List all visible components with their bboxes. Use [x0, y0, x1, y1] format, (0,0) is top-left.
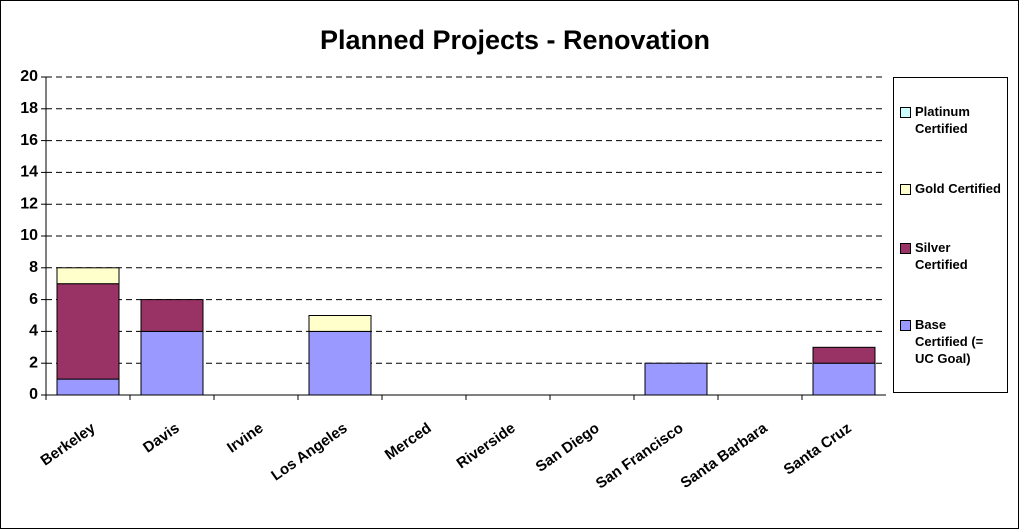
legend-label: Base Certified (= UC Goal): [915, 316, 984, 366]
legend-label: Platinum Certified: [915, 104, 970, 137]
bar-segment: [644, 362, 708, 396]
y-tick-label: 8: [29, 259, 38, 276]
y-tick-label: 10: [20, 227, 38, 244]
legend-entry: Gold Certified: [900, 180, 1001, 197]
legend-swatch: [900, 243, 911, 255]
y-tick-label: 16: [20, 132, 38, 149]
y-tick-label: 6: [29, 291, 38, 308]
y-tick-label: 12: [20, 195, 38, 212]
legend-entry: Platinum Certified: [900, 103, 1001, 137]
legend-swatch: [900, 183, 911, 195]
bar-segment: [308, 315, 372, 332]
legend-entry: Base Certified (= UC Goal): [900, 316, 1001, 367]
chart-title: Planned Projects - Renovation: [320, 25, 710, 55]
bar-segment: [308, 330, 372, 396]
bar-segment: [812, 362, 876, 396]
y-tick-label: 18: [20, 100, 38, 117]
bar-segment: [56, 378, 120, 396]
legend-entry: Silver Certified: [900, 239, 1001, 273]
y-tick-label: 14: [20, 164, 38, 181]
legend-swatch: [900, 319, 911, 331]
legend-swatch: [900, 107, 911, 119]
y-tick-label: 4: [29, 323, 38, 340]
bar-segment: [812, 346, 876, 364]
bar-segment: [140, 330, 204, 396]
y-tick-label: 0: [29, 386, 38, 403]
y-tick-label: 2: [29, 354, 38, 371]
y-tick-label: 20: [20, 68, 38, 85]
bar-segment: [140, 299, 204, 332]
bar-segment: [56, 283, 120, 380]
bar-segment: [56, 267, 120, 285]
legend-label: Silver Certified: [915, 240, 968, 273]
legend-label: Gold Certified: [915, 180, 1001, 196]
legend: Platinum Certified Gold Certified Silver C…: [893, 77, 1008, 393]
